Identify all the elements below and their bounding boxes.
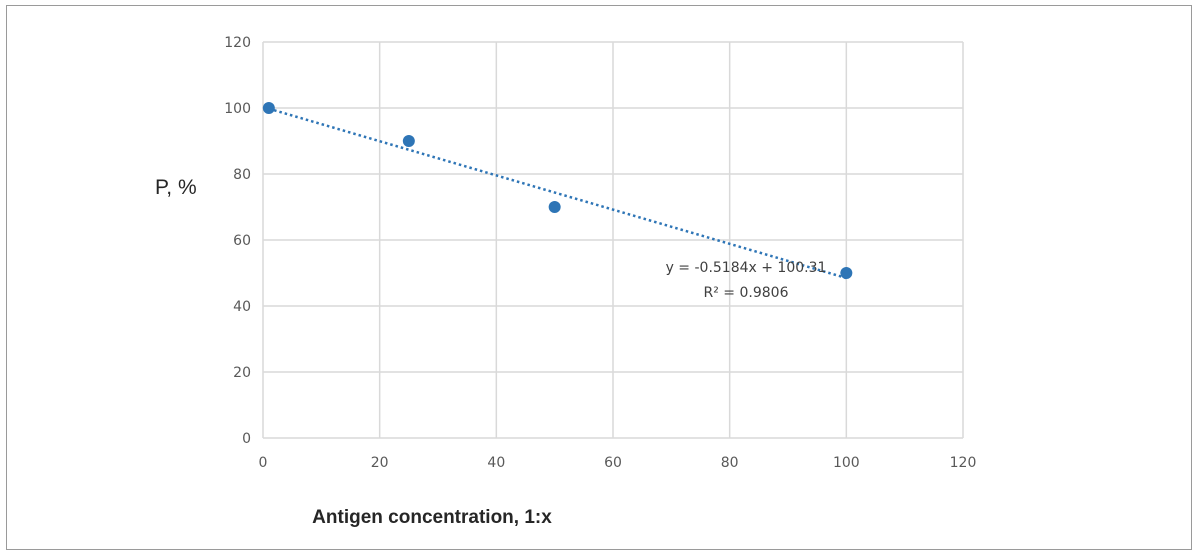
- x-tick-labels: 0 20 40 60 80 100 120: [259, 455, 977, 471]
- x-axis-label: Antigen concentration, 1:x: [312, 507, 552, 528]
- data-point: [840, 267, 853, 279]
- trendline-equation: y = -0.5184x + 100.31: [666, 260, 827, 276]
- data-point: [548, 201, 561, 213]
- y-tick-label: 80: [233, 167, 251, 183]
- y-tick-label: 100: [224, 101, 251, 117]
- y-tick-label: 0: [242, 431, 251, 447]
- y-tick-label: 120: [224, 35, 251, 51]
- trendline-group: [268, 107, 847, 280]
- gridlines: [262, 41, 964, 439]
- trendline: [268, 107, 847, 280]
- data-point: [262, 102, 275, 114]
- y-axis-label: P, %: [155, 176, 197, 199]
- y-tick-labels: 0 20 40 60 80 100 120: [224, 35, 251, 447]
- x-tick-label: 120: [950, 455, 977, 471]
- trendline-r-squared: R² = 0.9806: [704, 285, 789, 301]
- x-tick-label: 20: [371, 455, 389, 471]
- x-tick-label: 0: [259, 455, 268, 471]
- data-point: [402, 135, 415, 147]
- x-tick-label: 80: [721, 455, 739, 471]
- scatter-chart: 0 20 40 60 80 100 120 0 20 40 60 80 100 120 P, % Ant…: [155, 35, 977, 528]
- x-tick-label: 100: [833, 455, 860, 471]
- x-tick-label: 40: [487, 455, 505, 471]
- chart-frame: 0 20 40 60 80 100 120 0 20 40 60 80 100 120 P, % Ant…: [6, 5, 1192, 550]
- y-tick-label: 20: [233, 365, 251, 381]
- x-tick-label: 60: [604, 455, 622, 471]
- y-tick-label: 40: [233, 299, 251, 315]
- data-points: [262, 102, 853, 279]
- y-tick-label: 60: [233, 233, 251, 249]
